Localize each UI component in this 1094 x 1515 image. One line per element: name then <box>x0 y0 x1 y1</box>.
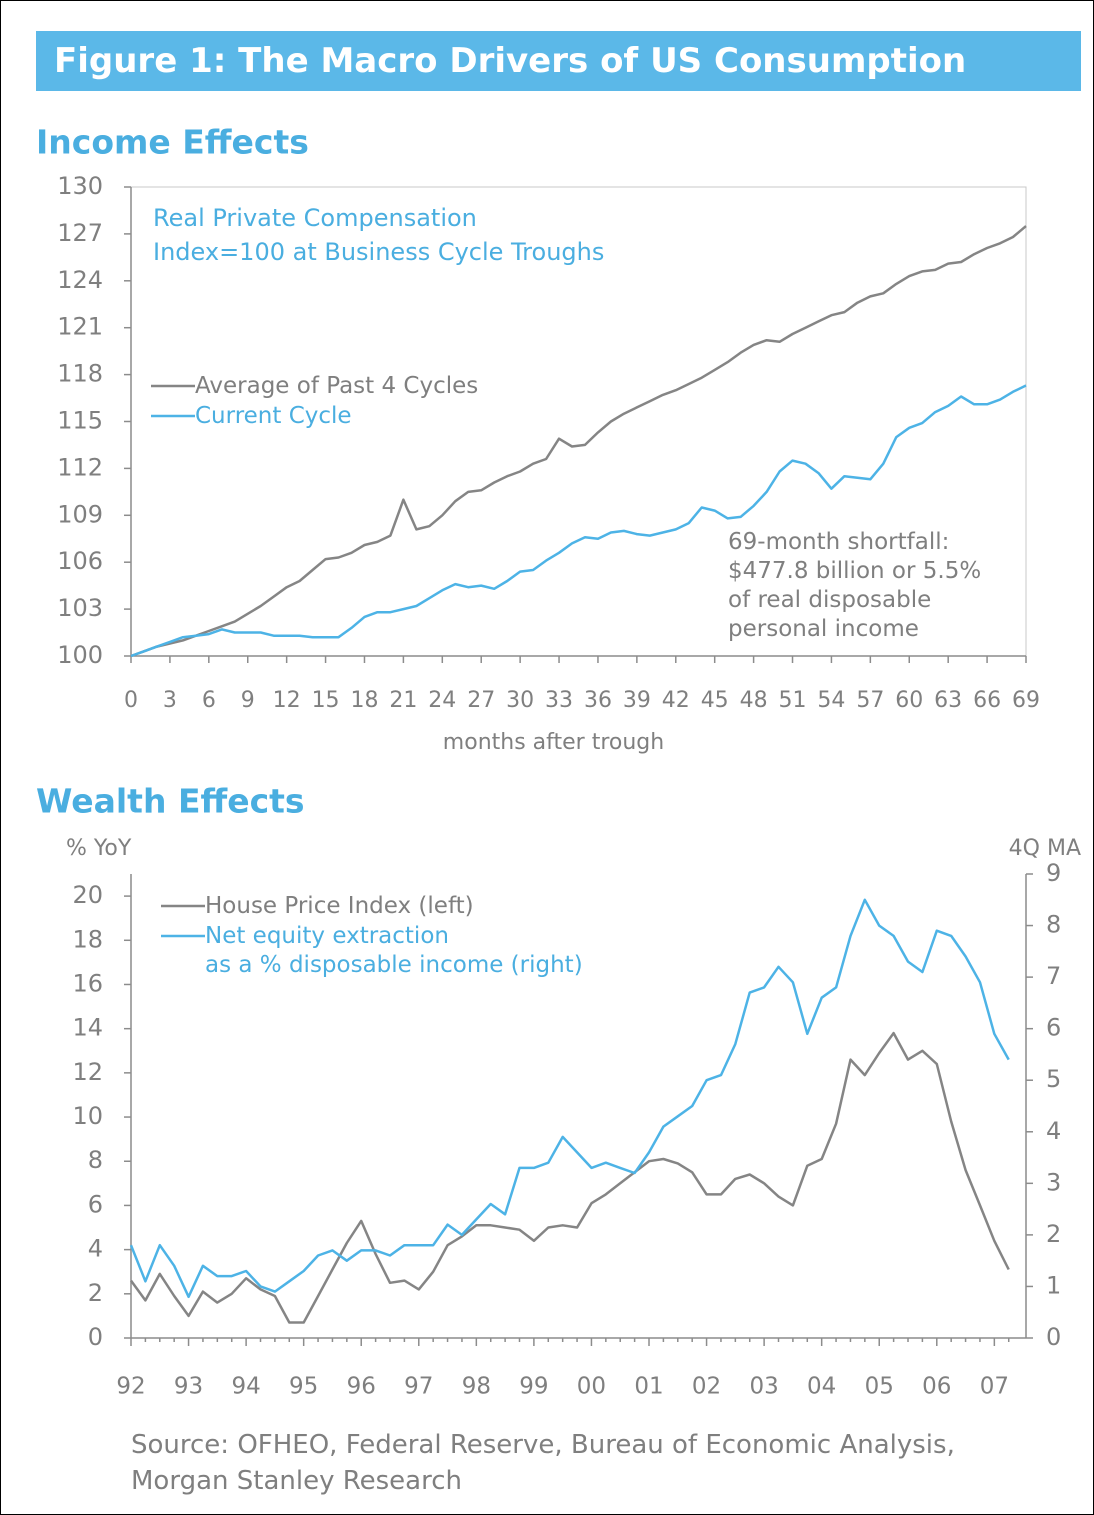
y-tick-label: 100 <box>57 641 103 669</box>
x-tick-label: 93 <box>174 1374 203 1400</box>
y-tick-label: 130 <box>57 172 103 200</box>
x-tick-label: 07 <box>980 1374 1009 1400</box>
section-title: Income Effects <box>36 123 309 162</box>
annotation: 69-month shortfall: $477.8 billion or 5.… <box>728 529 982 642</box>
x-tick-label: 27 <box>467 688 495 713</box>
y2-tick-label: 3 <box>1046 1168 1061 1196</box>
y-axis-label: % YoY <box>66 836 132 861</box>
y2-tick-label: 8 <box>1046 911 1061 939</box>
x-tick-label: 63 <box>934 688 962 713</box>
x-tick-label: 97 <box>404 1374 433 1400</box>
figure-title: Figure 1: The Macro Drivers of US Consum… <box>36 31 1081 91</box>
y-tick-label: 103 <box>57 594 103 622</box>
legend-label: Current Cycle <box>195 403 352 429</box>
y-tick-label: 18 <box>72 925 103 953</box>
x-tick-label: 18 <box>350 688 378 713</box>
x-tick-label: 95 <box>289 1374 318 1400</box>
y-tick-label: 4 <box>88 1235 103 1263</box>
section-title: Wealth Effects <box>36 782 305 821</box>
y-tick-label: 121 <box>57 313 103 341</box>
y2-tick-label: 5 <box>1046 1065 1061 1093</box>
legend-label: House Price Index (left) <box>205 893 474 919</box>
y-tick-label: 112 <box>57 453 103 481</box>
x-tick-label: 54 <box>817 688 845 713</box>
x-tick-label: 03 <box>749 1374 778 1400</box>
y2-tick-label: 6 <box>1046 1014 1061 1042</box>
x-tick-label: 57 <box>856 688 884 713</box>
x-tick-label: 9 <box>241 688 255 713</box>
y2-tick-label: 7 <box>1046 962 1061 990</box>
series-line <box>130 225 1027 658</box>
y-tick-label: 8 <box>88 1146 103 1174</box>
x-tick-label: 15 <box>312 688 340 713</box>
x-tick-label: 99 <box>519 1374 548 1400</box>
source: Source: OFHEO, Federal Reserve, Bureau o… <box>131 1430 955 1496</box>
x-tick-label: 30 <box>506 688 534 713</box>
series-line <box>130 384 1027 658</box>
x-tick-label: 01 <box>634 1374 663 1400</box>
legend-label: Net equity extraction as a % disposable … <box>205 923 583 978</box>
x-tick-label: 0 <box>124 688 138 713</box>
y2-tick-label: 4 <box>1046 1117 1061 1145</box>
x-tick-label: 98 <box>462 1374 491 1400</box>
x-tick-label: 6 <box>202 688 216 713</box>
y-tick-label: 2 <box>88 1279 103 1307</box>
y2-axis-label: 4Q MA <box>1009 836 1081 861</box>
x-tick-label: 3 <box>163 688 177 713</box>
y-tick-label: 20 <box>72 881 103 909</box>
x-tick-label: 42 <box>662 688 690 713</box>
y-tick-label: 109 <box>57 500 103 528</box>
y2-tick-label: 9 <box>1046 859 1061 887</box>
x-tick-label: 06 <box>922 1374 951 1400</box>
x-tick-label: 45 <box>701 688 729 713</box>
y-tick-label: 10 <box>72 1102 103 1130</box>
y-tick-label: 127 <box>57 219 103 247</box>
x-tick-label: 69 <box>1012 688 1040 713</box>
x-tick-label: 48 <box>740 688 768 713</box>
x-tick-label: 39 <box>623 688 651 713</box>
y-tick-label: 14 <box>72 1014 103 1042</box>
x-tick-label: 02 <box>692 1374 721 1400</box>
y-tick-label: 12 <box>72 1058 103 1086</box>
x-tick-label: 00 <box>577 1374 606 1400</box>
series-line <box>129 1031 1010 1324</box>
y2-tick-label: 2 <box>1046 1220 1061 1248</box>
subtitle: Real Private Compensation Index=100 at B… <box>153 204 605 266</box>
y2-tick-label: 0 <box>1046 1323 1061 1351</box>
y-tick-label: 106 <box>57 547 103 575</box>
y-tick-label: 115 <box>57 407 103 435</box>
legend-label: Average of Past 4 Cycles <box>195 373 479 399</box>
y-tick-label: 16 <box>72 969 103 997</box>
x-tick-label: 60 <box>895 688 923 713</box>
x-tick-label: 36 <box>584 688 612 713</box>
y-tick-label: 6 <box>88 1190 103 1218</box>
x-axis-label: months after trough <box>443 730 664 755</box>
x-tick-label: 96 <box>347 1374 376 1400</box>
x-tick-label: 66 <box>973 688 1001 713</box>
y-tick-label: 0 <box>88 1323 103 1351</box>
y-tick-label: 124 <box>57 266 103 294</box>
x-tick-label: 51 <box>779 688 807 713</box>
x-tick-label: 12 <box>273 688 301 713</box>
series-line <box>129 898 1010 1299</box>
x-tick-label: 94 <box>231 1374 260 1400</box>
x-tick-label: 21 <box>389 688 417 713</box>
x-tick-label: 33 <box>545 688 573 713</box>
x-tick-label: 04 <box>807 1374 836 1400</box>
x-tick-label: 24 <box>428 688 456 713</box>
y2-tick-label: 1 <box>1046 1271 1061 1299</box>
y-tick-label: 118 <box>57 360 103 388</box>
x-tick-label: 05 <box>865 1374 894 1400</box>
x-tick-label: 92 <box>116 1374 145 1400</box>
